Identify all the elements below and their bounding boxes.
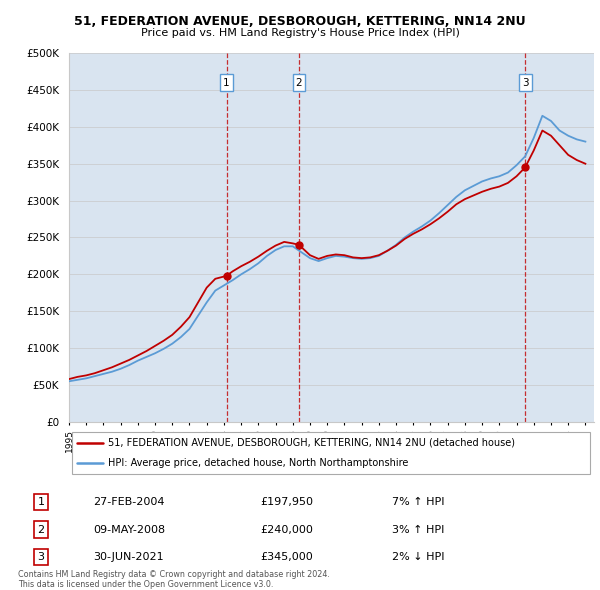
Text: 1: 1 bbox=[223, 78, 230, 87]
Text: Price paid vs. HM Land Registry's House Price Index (HPI): Price paid vs. HM Land Registry's House … bbox=[140, 28, 460, 38]
Text: Contains HM Land Registry data © Crown copyright and database right 2024.
This d: Contains HM Land Registry data © Crown c… bbox=[18, 570, 330, 589]
Text: 51, FEDERATION AVENUE, DESBOROUGH, KETTERING, NN14 2NU (detached house): 51, FEDERATION AVENUE, DESBOROUGH, KETTE… bbox=[109, 438, 515, 448]
Text: £240,000: £240,000 bbox=[260, 525, 313, 535]
Text: 1: 1 bbox=[38, 497, 44, 507]
Text: 7% ↑ HPI: 7% ↑ HPI bbox=[392, 497, 445, 507]
Text: 27-FEB-2004: 27-FEB-2004 bbox=[93, 497, 164, 507]
FancyBboxPatch shape bbox=[71, 432, 590, 474]
Text: 3% ↑ HPI: 3% ↑ HPI bbox=[392, 525, 445, 535]
Text: 30-JUN-2021: 30-JUN-2021 bbox=[93, 552, 164, 562]
Text: 09-MAY-2008: 09-MAY-2008 bbox=[93, 525, 165, 535]
Text: £345,000: £345,000 bbox=[260, 552, 313, 562]
Text: 3: 3 bbox=[522, 78, 529, 87]
Text: 51, FEDERATION AVENUE, DESBOROUGH, KETTERING, NN14 2NU: 51, FEDERATION AVENUE, DESBOROUGH, KETTE… bbox=[74, 15, 526, 28]
Text: 3: 3 bbox=[38, 552, 44, 562]
Text: HPI: Average price, detached house, North Northamptonshire: HPI: Average price, detached house, Nort… bbox=[109, 458, 409, 468]
Text: 2: 2 bbox=[296, 78, 302, 87]
Text: 2% ↓ HPI: 2% ↓ HPI bbox=[392, 552, 445, 562]
Text: 2: 2 bbox=[37, 525, 44, 535]
Text: £197,950: £197,950 bbox=[260, 497, 313, 507]
